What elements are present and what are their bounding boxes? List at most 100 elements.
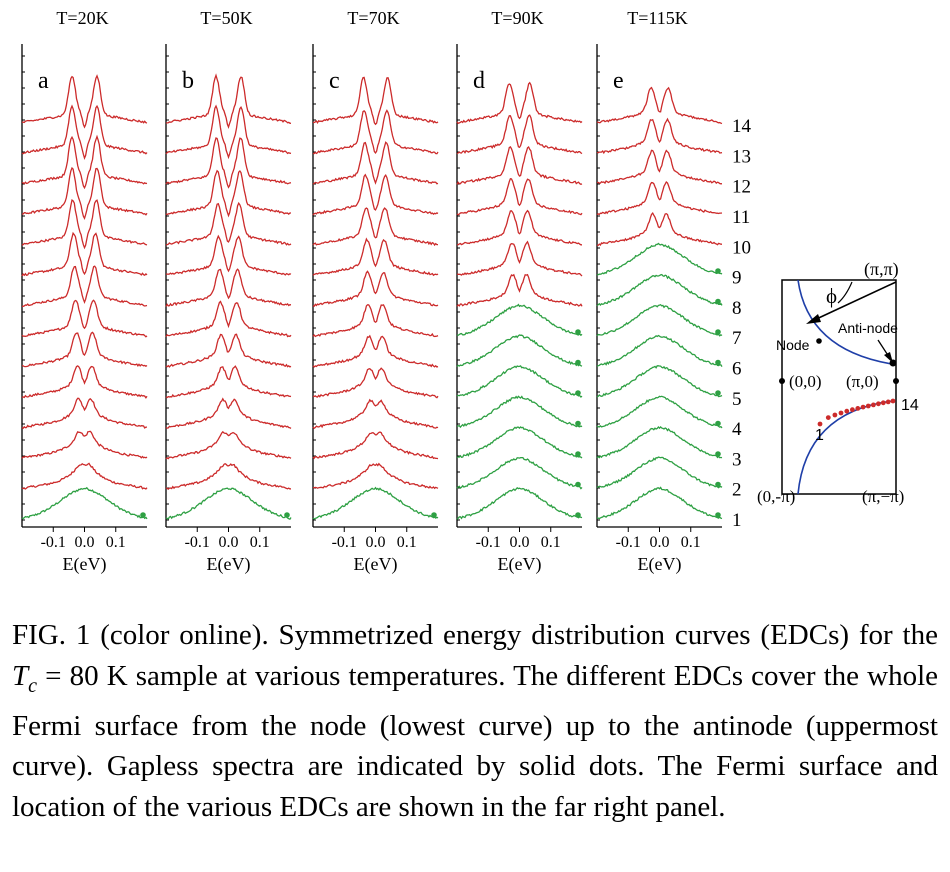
edc-curve-9 [596,242,723,276]
edc-curve-12 [596,149,723,185]
fs-edc-point [890,398,896,404]
edc-curve-3 [312,431,439,460]
edc-curve-10 [456,209,582,246]
panel-letter: b [182,68,194,94]
fs-edc-point [865,403,871,409]
fs-edc-point [844,408,850,414]
edc-curve-5 [312,367,439,399]
edc-curve-3 [596,425,723,459]
curve-index-3: 3 [732,449,742,470]
edc-curve-7 [165,300,292,338]
curve-index-4: 4 [732,419,742,440]
edc-curve-13 [596,117,723,155]
edc-curve-8 [165,268,292,307]
edc-curve-1 [596,486,723,520]
edc-curve-12 [456,145,583,186]
phi-vector [809,281,897,323]
gapless-dot [715,481,721,488]
label-pi-pi: (π,π) [864,259,899,280]
gapless-dot [715,268,721,274]
label-node: Node [776,337,810,353]
x-tick-label: -0.1 [41,534,66,551]
fs-edc-point [855,406,861,411]
edc-curve-4 [165,397,292,429]
label-point-1: 1 [815,427,824,444]
edc-curve-11 [312,173,439,216]
edc-curve-14 [313,76,439,126]
edc-curve-9 [312,237,439,277]
edc-curve-9 [21,231,148,277]
caption-tc-symbol: Tc [12,659,37,697]
edc-curve-11 [22,166,148,220]
caption-part-2: = 80 K sample at various temperatures. T… [12,659,938,823]
edc-panel-e: -0.1 0.0 0.1 E(eV) T=115K e [596,8,723,575]
edc-curve-9 [456,240,583,277]
x-axis-label: E(eV) [354,554,398,575]
edc-curve-10 [21,199,148,250]
curve-index-2: 2 [732,480,742,501]
label-point-14: 14 [901,397,919,414]
edc-curve-6 [596,334,723,367]
edc-curve-2 [165,462,292,491]
panel-letter: a [38,68,49,94]
label-0-0: (0,0) [789,372,822,391]
gapless-dot [284,512,290,518]
x-tick-label: 0.1 [250,534,270,551]
edc-curve-3 [165,430,292,460]
caption-tc-subscript: c [28,674,38,697]
label-0-minus-pi: (0,-π) [757,487,795,506]
edc-curve-8 [456,273,583,307]
caption-tc-letter: T [12,659,29,692]
edc-curve-12 [312,141,439,185]
gapless-dot [575,481,581,488]
edc-curve-13 [456,114,583,155]
panel-letter: d [473,68,485,94]
edc-curve-8 [22,265,148,307]
fs-edc-point [850,407,855,413]
edc-curve-1 [165,487,292,521]
edc-curve-13 [312,109,439,155]
label-pi-minus-pi: (π,−π) [862,487,904,506]
label-phi: ϕ [826,284,837,308]
edc-curve-1 [21,486,148,520]
edc-curve-6 [21,331,148,368]
edc-curve-14 [456,81,583,125]
curve-index-7: 7 [732,328,742,349]
edc-curve-4 [596,395,723,429]
edc-curve-14 [21,74,148,129]
x-tick-label: 0.1 [106,534,126,551]
gapless-dot [715,390,721,396]
label-pi-0: (π,0) [846,372,879,391]
pi0-point-dot [893,378,899,384]
edc-curve-7 [456,303,583,337]
edc-curve-13 [21,104,148,161]
fs-edc-point [832,412,838,418]
edc-curve-5 [165,365,292,399]
x-tick-label: 0.1 [397,534,417,551]
edc-curve-8 [596,273,723,307]
gapless-dot [715,451,721,457]
edc-curve-11 [165,169,291,218]
edc-curve-3 [21,430,148,459]
edc-curve-6 [165,333,292,368]
curve-index-12: 12 [732,177,751,198]
curve-index-10: 10 [732,237,751,258]
edc-curve-12 [165,137,292,189]
node-dot [816,338,822,344]
gapless-dot [715,359,721,366]
edc-curve-4 [456,395,583,429]
edc-curve-13 [165,104,292,160]
edc-curve-6 [456,334,583,368]
x-tick-label: 0.0 [366,534,386,551]
caption-part-1: FIG. 1 (color online). Symmetrized energ… [12,619,938,651]
edc-curve-7 [312,304,439,338]
fs-edc-point [885,399,891,405]
gapless-dot [575,359,581,366]
curve-index-13: 13 [732,146,751,167]
edc-curve-7 [596,303,723,337]
edc-curve-5 [596,365,723,398]
edc-curve-11 [596,180,723,216]
figure-caption: FIG. 1 (color online). Symmetrized energ… [12,615,938,827]
curve-index-6: 6 [732,359,742,380]
curve-index-9: 9 [732,268,742,289]
